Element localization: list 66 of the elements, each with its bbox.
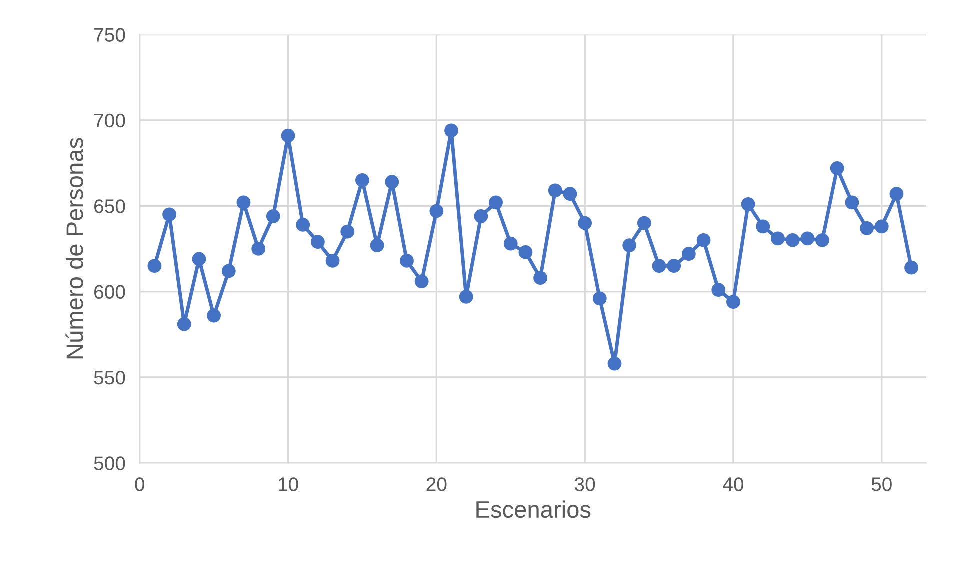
point (592, 292, 607, 306)
point (904, 260, 918, 275)
point (504, 236, 518, 251)
y-tick-label: 600 (94, 285, 126, 300)
point (682, 247, 696, 262)
point (874, 220, 889, 234)
point (326, 254, 340, 268)
point (222, 264, 236, 278)
point (860, 221, 874, 236)
x-tick-label: 0 (135, 478, 145, 492)
x-tick-label: 40 (723, 478, 744, 492)
y-tick-label: 750 (94, 28, 126, 42)
point (608, 356, 622, 371)
point (192, 252, 206, 266)
point (816, 233, 830, 248)
x-tick-label: 10 (278, 478, 298, 492)
point (356, 173, 370, 188)
point (548, 184, 562, 198)
point (518, 245, 533, 260)
y-tick-label: 550 (94, 370, 126, 385)
point (534, 271, 548, 286)
point (162, 208, 176, 222)
point (800, 232, 815, 246)
point (370, 238, 384, 252)
point (845, 196, 860, 210)
point (652, 259, 666, 274)
point (726, 295, 740, 310)
point (281, 128, 296, 143)
point (236, 196, 251, 210)
point (444, 124, 458, 138)
point (667, 259, 682, 274)
point (252, 242, 266, 256)
point (414, 274, 429, 288)
point (696, 233, 711, 248)
y-axis-title: Número de Personas (66, 138, 84, 359)
point (311, 235, 325, 250)
point (385, 175, 400, 190)
y-tick-label: 500 (94, 456, 126, 470)
point (459, 290, 474, 304)
x-axis-title: Escenarios (476, 500, 591, 518)
x-tick-label: 30 (574, 478, 596, 492)
point (400, 254, 414, 268)
point (890, 187, 904, 202)
point (712, 283, 726, 298)
y-tick-label: 650 (94, 200, 126, 214)
y-tick-label: 700 (94, 114, 126, 128)
point (474, 209, 488, 224)
point (578, 216, 592, 230)
point (830, 161, 844, 176)
point (756, 220, 770, 234)
point (637, 216, 652, 230)
point (340, 224, 355, 239)
point (622, 238, 637, 252)
point (563, 187, 578, 202)
point (207, 308, 222, 323)
x-tick-label: 50 (872, 478, 892, 492)
point (177, 317, 192, 332)
point (430, 204, 444, 218)
point (266, 209, 280, 224)
point (741, 197, 756, 212)
point (771, 232, 785, 246)
point (786, 233, 800, 248)
point (148, 259, 162, 274)
point (296, 218, 310, 232)
point (489, 196, 503, 210)
x-tick-label: 20 (426, 478, 447, 492)
